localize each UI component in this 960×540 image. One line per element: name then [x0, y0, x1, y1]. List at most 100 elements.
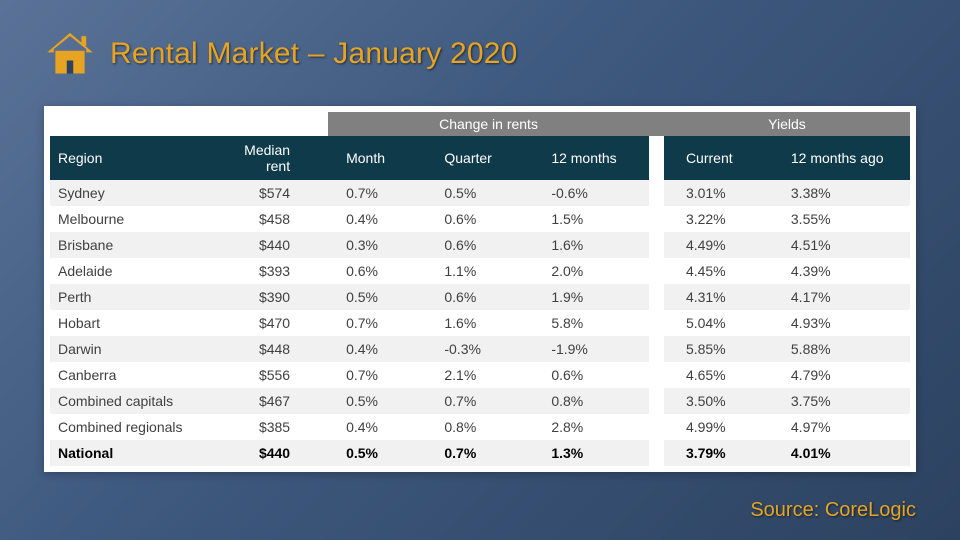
cell-12mo: 0.6% — [531, 362, 649, 388]
cell-quarter: 0.7% — [424, 440, 531, 466]
table-row: Adelaide$3930.6%1.1%2.0%4.45%4.39% — [50, 258, 910, 284]
cell-quarter: 0.6% — [424, 284, 531, 310]
column-gap — [649, 232, 664, 258]
cell-yield-current: 4.45% — [664, 258, 771, 284]
table-row: Brisbane$4400.3%0.6%1.6% 4.49%4.51% — [50, 232, 910, 258]
cell-median: $440 — [221, 440, 328, 466]
cell-quarter: 0.5% — [424, 180, 531, 206]
cell-yield-ago: 4.17% — [771, 284, 910, 310]
table-body: Sydney$5740.7%0.5%-0.6%3.01%3.38%Melbour… — [50, 180, 910, 466]
cell-month: 0.4% — [328, 206, 424, 232]
cell-region: Canberra — [50, 362, 221, 388]
table-row: Darwin$4480.4%-0.3%-1.9% 5.85%5.88% — [50, 336, 910, 362]
column-gap — [649, 362, 664, 388]
cell-quarter: 1.6% — [424, 310, 531, 336]
cell-12mo: 0.8% — [531, 388, 649, 414]
cell-median: $556 — [221, 362, 328, 388]
cell-median: $470 — [221, 310, 328, 336]
cell-quarter: 0.8% — [424, 414, 531, 440]
rental-table-container: Change in rents Yields Region Median ren… — [44, 106, 916, 472]
cell-yield-current: 4.49% — [664, 232, 771, 258]
table-row: Combined capitals$4670.5%0.7%0.8%3.50%3.… — [50, 388, 910, 414]
cell-yield-current: 5.85% — [664, 336, 771, 362]
page-title: Rental Market – January 2020 — [110, 37, 518, 71]
table-row: Combined regionals$3850.4%0.8%2.8%4.99%4… — [50, 414, 910, 440]
cell-region: Adelaide — [50, 258, 221, 284]
cell-region: Melbourne — [50, 206, 221, 232]
cell-yield-ago: 4.93% — [771, 310, 910, 336]
cell-yield-current: 4.31% — [664, 284, 771, 310]
column-header-row: Region Median rent Month Quarter 12 mont… — [50, 136, 910, 180]
column-gap — [649, 310, 664, 336]
cell-median: $467 — [221, 388, 328, 414]
cell-region: Combined capitals — [50, 388, 221, 414]
cell-yield-ago: 5.88% — [771, 336, 910, 362]
cell-quarter: 0.7% — [424, 388, 531, 414]
cell-median: $440 — [221, 232, 328, 258]
cell-month: 0.4% — [328, 336, 424, 362]
table-row: Melbourne$4580.4%0.6%1.5%3.22%3.55% — [50, 206, 910, 232]
cell-quarter: 0.6% — [424, 232, 531, 258]
cell-quarter: 1.1% — [424, 258, 531, 284]
house-icon — [44, 28, 96, 80]
cell-12mo: -0.6% — [531, 180, 649, 206]
cell-yield-current: 3.50% — [664, 388, 771, 414]
cell-month: 0.3% — [328, 232, 424, 258]
cell-yield-ago: 4.01% — [771, 440, 910, 466]
cell-month: 0.4% — [328, 414, 424, 440]
cell-yield-ago: 4.39% — [771, 258, 910, 284]
column-gap — [649, 112, 664, 136]
cell-region: Darwin — [50, 336, 221, 362]
cell-yield-ago: 3.75% — [771, 388, 910, 414]
col-12mo: 12 months — [531, 136, 649, 180]
cell-region: Combined regionals — [50, 414, 221, 440]
table-row: Sydney$5740.7%0.5%-0.6%3.01%3.38% — [50, 180, 910, 206]
cell-region: National — [50, 440, 221, 466]
col-month: Month — [328, 136, 424, 180]
cell-median: $385 — [221, 414, 328, 440]
group-yields: Yields — [664, 112, 910, 136]
cell-yield-ago: 4.51% — [771, 232, 910, 258]
column-gap — [649, 284, 664, 310]
cell-quarter: -0.3% — [424, 336, 531, 362]
cell-yield-current: 3.79% — [664, 440, 771, 466]
cell-yield-current: 5.04% — [664, 310, 771, 336]
cell-yield-current: 4.65% — [664, 362, 771, 388]
col-yield-ago: 12 months ago — [771, 136, 910, 180]
cell-yield-ago: 3.38% — [771, 180, 910, 206]
source-attribution: Source: CoreLogic — [750, 499, 916, 522]
cell-median: $458 — [221, 206, 328, 232]
cell-yield-ago: 4.79% — [771, 362, 910, 388]
cell-region: Brisbane — [50, 232, 221, 258]
table-row: Canberra$5560.7%2.1%0.6%4.65%4.79% — [50, 362, 910, 388]
table-row: Hobart$4700.7%1.6%5.8% 5.04%4.93% — [50, 310, 910, 336]
cell-12mo: 5.8% — [531, 310, 649, 336]
cell-month: 0.7% — [328, 310, 424, 336]
cell-region: Sydney — [50, 180, 221, 206]
rental-table: Change in rents Yields Region Median ren… — [50, 112, 910, 466]
cell-yield-current: 4.99% — [664, 414, 771, 440]
col-quarter: Quarter — [424, 136, 531, 180]
cell-month: 0.5% — [328, 284, 424, 310]
column-gap — [649, 206, 664, 232]
cell-12mo: 2.8% — [531, 414, 649, 440]
cell-region: Hobart — [50, 310, 221, 336]
column-gap — [649, 136, 664, 180]
cell-median: $390 — [221, 284, 328, 310]
cell-12mo: 2.0% — [531, 258, 649, 284]
cell-12mo: 1.6% — [531, 232, 649, 258]
group-change: Change in rents — [328, 112, 649, 136]
group-blank — [50, 112, 328, 136]
group-header-row: Change in rents Yields — [50, 112, 910, 136]
column-gap — [649, 414, 664, 440]
column-gap — [649, 440, 664, 466]
cell-12mo: -1.9% — [531, 336, 649, 362]
col-yield-current: Current — [664, 136, 771, 180]
cell-yield-current: 3.22% — [664, 206, 771, 232]
col-region: Region — [50, 136, 221, 180]
cell-month: 0.6% — [328, 258, 424, 284]
cell-month: 0.5% — [328, 440, 424, 466]
cell-quarter: 2.1% — [424, 362, 531, 388]
cell-median: $448 — [221, 336, 328, 362]
cell-12mo: 1.3% — [531, 440, 649, 466]
